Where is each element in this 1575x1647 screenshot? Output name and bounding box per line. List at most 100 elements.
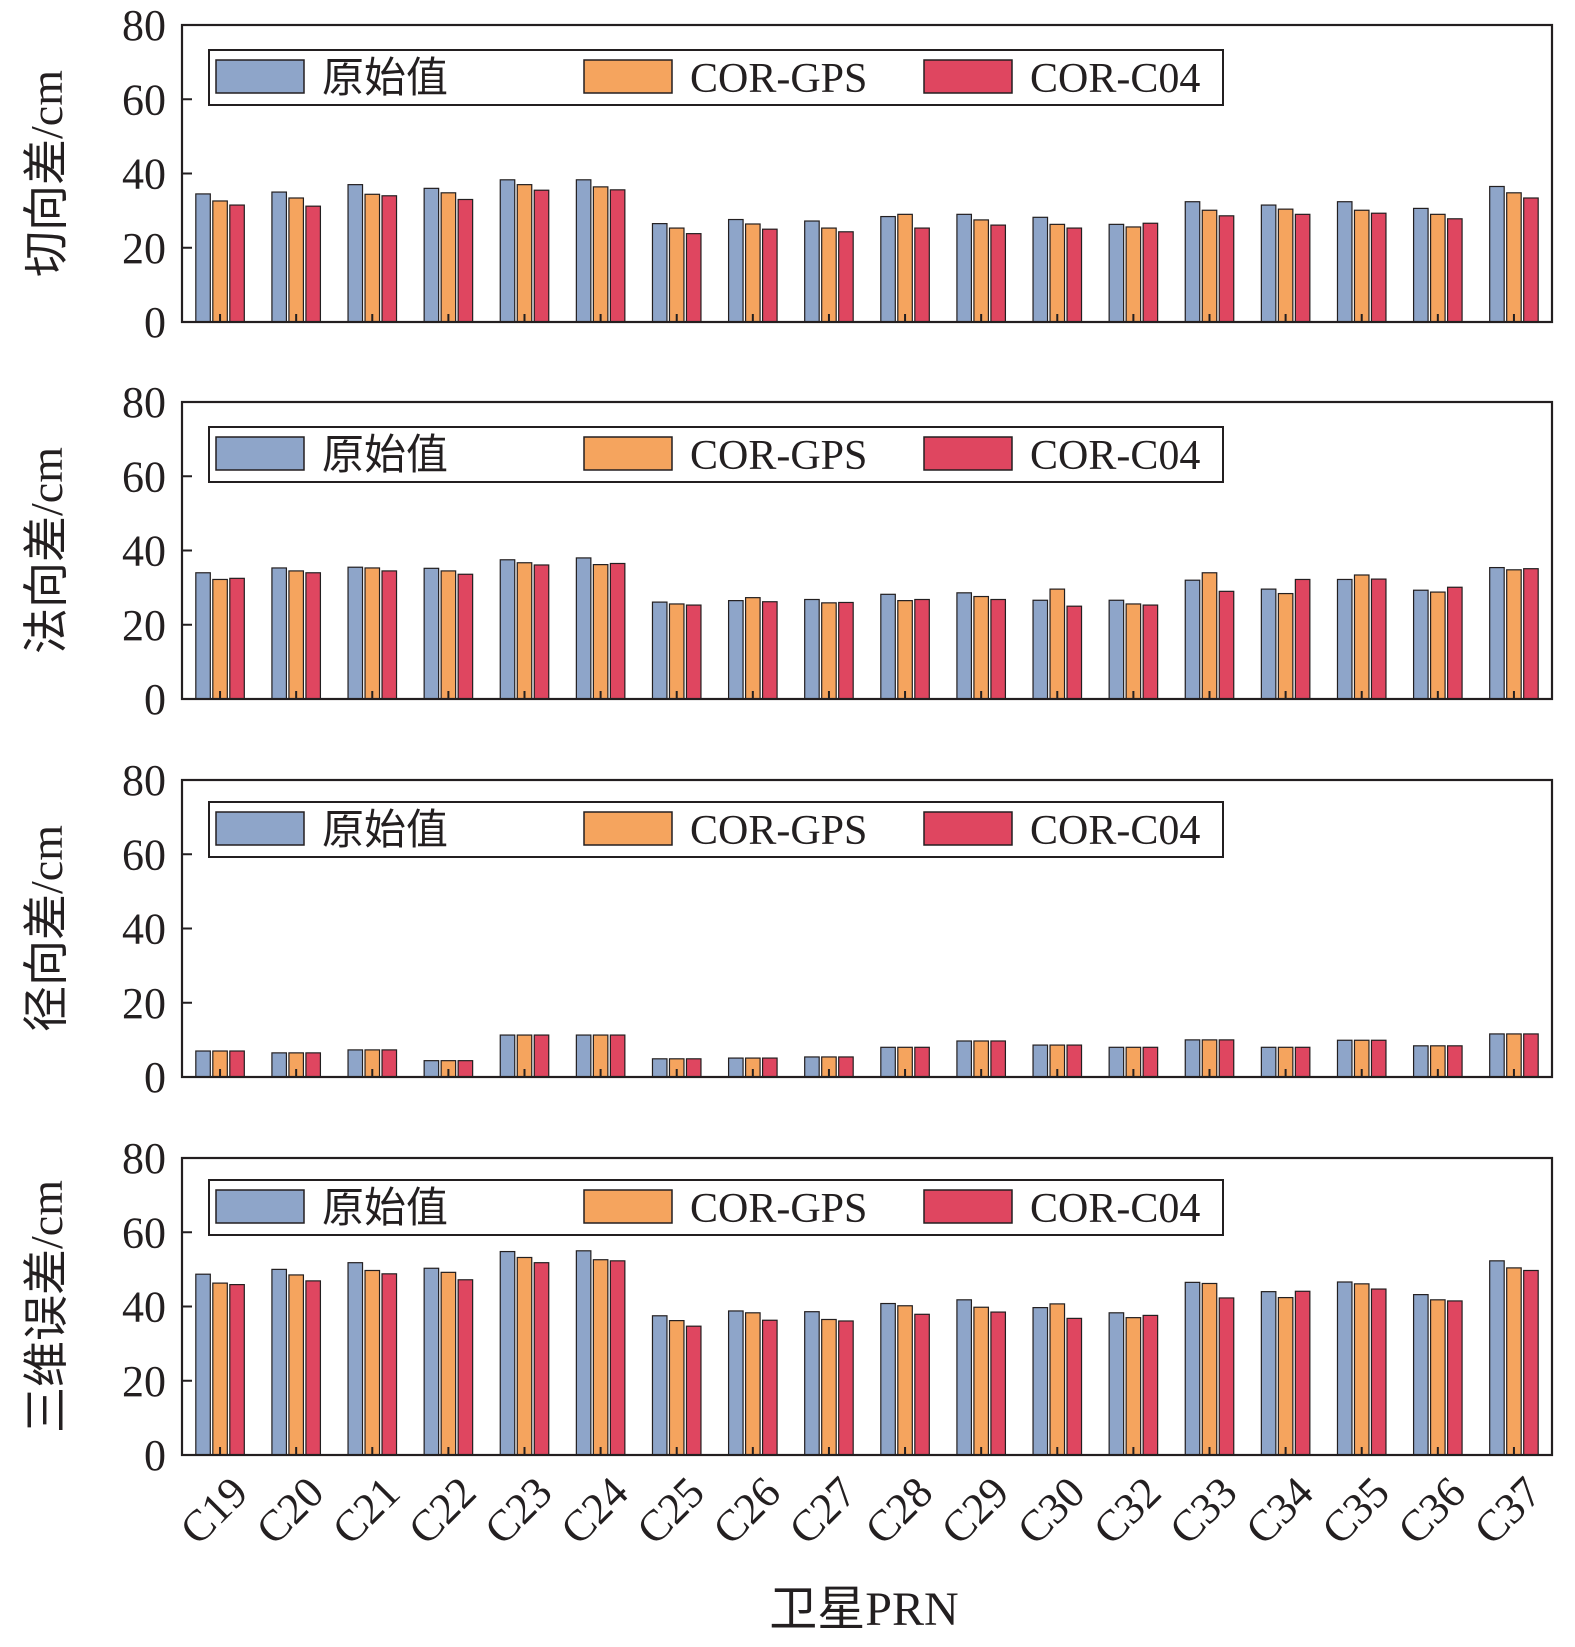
bar-C23-3 <box>533 1262 550 1456</box>
bar-C27-1 <box>804 220 820 323</box>
bar-C36-1 <box>1412 1045 1429 1078</box>
bar-C27-2 <box>821 227 837 323</box>
x-tick-label: C33 <box>1160 1467 1247 1554</box>
bar-C30-3 <box>1066 1044 1083 1078</box>
bar-C37-3 <box>1523 568 1539 700</box>
legend-swatch-3 <box>923 436 1013 471</box>
bar-C30-3 <box>1066 1317 1083 1456</box>
bar-C36-2 <box>1429 213 1446 323</box>
bar-C33-3 <box>1218 590 1235 700</box>
y-tick-label: 40 <box>122 1283 166 1332</box>
x-tick-label: C21 <box>323 1467 410 1554</box>
legend-label-1: 原始值 <box>322 808 448 854</box>
bar-C34-1 <box>1260 1291 1277 1456</box>
bar-C35-3 <box>1370 1288 1387 1456</box>
panel-3: 0 20 40 60 80 径向差/cm 原始值 COR-GPS COR-C04 <box>21 756 1554 1102</box>
bar-C29-1 <box>956 213 973 323</box>
x-tick-label: C28 <box>856 1467 943 1554</box>
bar-C36-1 <box>1412 589 1429 700</box>
bar-C30-1 <box>1032 1307 1049 1456</box>
bar-C26-3 <box>761 1319 778 1456</box>
bar-C20-3 <box>305 1280 322 1456</box>
bar-C20-3 <box>305 205 322 323</box>
y-tick-label: 0 <box>144 1431 166 1480</box>
bar-C22-3 <box>457 198 474 323</box>
y-tick-label: 80 <box>122 1 166 50</box>
bar-C37-2 <box>1506 192 1522 323</box>
legend-swatch-2 <box>583 436 673 471</box>
bar-C34-3 <box>1294 1290 1311 1456</box>
bar-C28-2 <box>897 213 913 323</box>
x-tick-label: C35 <box>1312 1467 1399 1554</box>
bar-C35-1 <box>1336 1281 1353 1456</box>
bar-C22-2 <box>440 1271 457 1456</box>
legend-swatch-3 <box>923 811 1013 846</box>
bar-C34-3 <box>1294 213 1311 323</box>
y-tick-label: 60 <box>122 1208 166 1257</box>
bar-C37-3 <box>1523 197 1539 323</box>
y-tick-label: 60 <box>122 75 166 124</box>
plot-frame <box>180 778 1554 1079</box>
bar-C33-3 <box>1218 215 1235 323</box>
bar-C32-3 <box>1142 1046 1159 1078</box>
bar-C21-1 <box>347 566 364 700</box>
bar-C36-3 <box>1446 218 1463 323</box>
y-tick-label: 20 <box>122 224 166 273</box>
bar-C22-2 <box>440 192 457 323</box>
bar-C29-1 <box>956 1299 973 1456</box>
bar-C20-1 <box>271 191 288 323</box>
bar-C36-2 <box>1429 1299 1446 1456</box>
bar-C21-3 <box>381 1049 398 1078</box>
bar-C19-1 <box>195 572 211 700</box>
legend: 原始值 COR-GPS COR-C04 <box>208 1179 1224 1236</box>
bar-C26-2 <box>744 597 761 700</box>
legend-swatch-1 <box>215 1189 305 1224</box>
x-tick-label: C29 <box>932 1467 1019 1554</box>
bar-C21-1 <box>347 1049 364 1078</box>
bar-C37-2 <box>1506 569 1522 700</box>
y-tick-label: 80 <box>122 756 166 805</box>
x-tick-label: C24 <box>551 1467 638 1554</box>
bar-C26-3 <box>761 228 778 323</box>
bar-C29-3 <box>990 1311 1007 1456</box>
bar-C24-2 <box>592 1259 609 1456</box>
bar-C28-2 <box>897 600 913 700</box>
legend: 原始值 COR-GPS COR-C04 <box>208 426 1224 483</box>
bar-C25-2 <box>668 227 685 323</box>
y-tick-label: 40 <box>122 527 166 576</box>
bar-C32-3 <box>1142 1314 1159 1456</box>
bar-C27-1 <box>804 598 820 700</box>
bar-C20-1 <box>271 567 288 700</box>
bar-C21-2 <box>364 193 381 323</box>
bar-C28-3 <box>914 1313 930 1456</box>
legend-label-1: 原始值 <box>322 433 448 479</box>
bar-C29-3 <box>990 598 1007 700</box>
y-tick-label: 0 <box>144 675 166 724</box>
legend-label-2: COR-GPS <box>690 433 867 479</box>
bar-C24-1 <box>575 1034 592 1078</box>
bar-C33-2 <box>1201 1282 1218 1456</box>
bar-C32-1 <box>1108 599 1125 700</box>
bar-C35-2 <box>1353 209 1370 323</box>
bar-C26-3 <box>761 1057 778 1078</box>
bar-C23-2 <box>516 1256 533 1456</box>
bar-C23-3 <box>533 564 550 700</box>
bar-C29-1 <box>956 592 973 700</box>
bar-C27-3 <box>838 1056 854 1078</box>
bar-C32-1 <box>1108 223 1125 323</box>
plot-frame <box>180 400 1554 701</box>
bar-C36-3 <box>1446 1045 1463 1078</box>
y-tick-label: 60 <box>122 830 166 879</box>
y-axis-title: 三维误差/cm <box>21 1180 72 1433</box>
x-tick-label: C32 <box>1084 1467 1171 1554</box>
bar-C33-2 <box>1201 572 1218 700</box>
bar-C34-1 <box>1260 588 1277 700</box>
plot-frame <box>180 23 1554 324</box>
y-axis-title: 切向差/cm <box>21 70 72 277</box>
y-tick-label: 40 <box>122 150 166 199</box>
bar-C23-1 <box>499 1250 516 1456</box>
bar-C22-3 <box>457 1279 474 1456</box>
bar-C24-1 <box>575 179 592 323</box>
bar-C34-1 <box>1260 204 1277 323</box>
